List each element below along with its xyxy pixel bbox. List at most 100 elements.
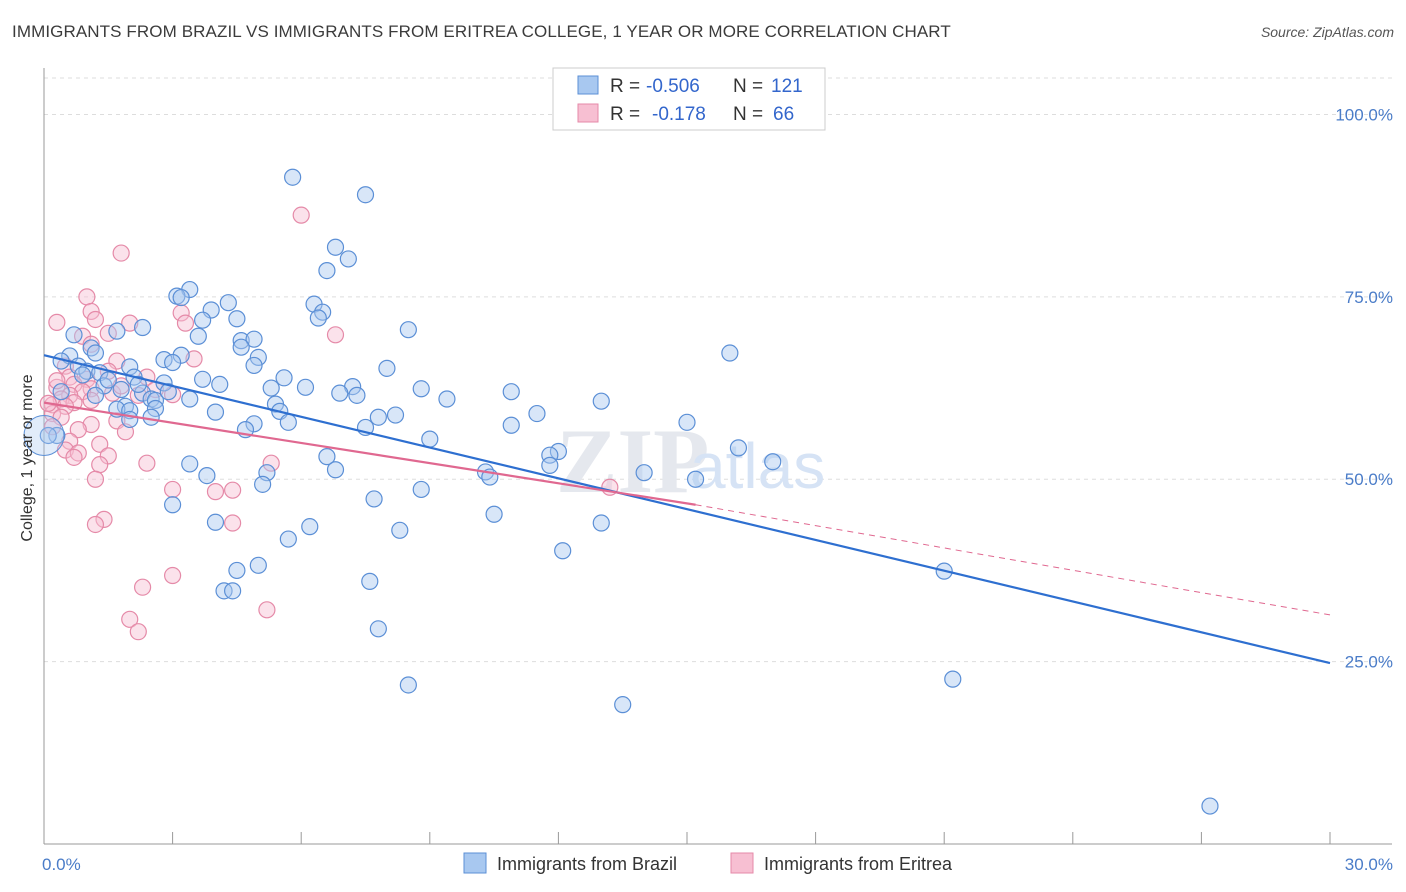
- source-credit: Source: ZipAtlas.com: [1260, 24, 1394, 40]
- brazil-point-9: [219, 294, 237, 312]
- brazil-point-12: [309, 309, 327, 327]
- brazil-point-81: [326, 461, 345, 479]
- brazil-point-104: [224, 582, 242, 600]
- eritrea-point-35: [82, 415, 100, 434]
- brazil-legend-label: Immigrants from Brazil: [497, 854, 677, 874]
- brazil-cluster-bubble: [23, 414, 65, 456]
- eritrea-point-4: [172, 304, 190, 322]
- eritrea-point-23: [103, 384, 122, 402]
- legend-r-value-brazil: -0.506: [646, 76, 700, 97]
- brazil-point-99: [249, 556, 267, 574]
- brazil-point-88: [686, 470, 705, 488]
- eritrea-points: [39, 206, 619, 641]
- brazil-point-90: [365, 490, 383, 508]
- brazil-point-61: [528, 404, 546, 423]
- brazil-trend-line: [43, 354, 1331, 665]
- brazil-point-13: [228, 310, 246, 328]
- eritrea-point-36: [69, 421, 87, 439]
- brazil-point-77: [318, 448, 336, 466]
- brazil-point-15: [133, 318, 152, 337]
- eritrea-point-43: [99, 447, 117, 465]
- eritrea-point-0: [292, 206, 310, 224]
- brazil-point-63: [142, 408, 160, 426]
- eritrea-point-6: [121, 314, 139, 332]
- y-tick-label-0: 25.0%: [1345, 653, 1393, 672]
- eritrea-point-47: [86, 470, 105, 488]
- brazil-point-64: [369, 408, 387, 426]
- eritrea-point-39: [91, 435, 109, 453]
- eritrea-point-56: [133, 578, 152, 596]
- brazil-point-80: [541, 456, 559, 474]
- brazil-point-65: [121, 410, 139, 429]
- eritrea-point-53: [86, 515, 105, 534]
- brazil-point-17: [399, 321, 417, 339]
- eritrea-point-32: [43, 404, 62, 423]
- y-tick-label-2: 75.0%: [1345, 288, 1393, 307]
- brazil-point-86: [198, 466, 216, 485]
- brazil-point-4: [318, 261, 336, 280]
- brazil-point-89: [412, 480, 430, 499]
- brazil-point-34: [245, 356, 263, 375]
- eritrea-trend-extension: [695, 504, 1331, 616]
- brazil-point-108: [614, 696, 632, 714]
- brazil-point-95: [592, 514, 610, 532]
- brazil-point-96: [391, 521, 409, 539]
- brazil-point-112: [86, 386, 105, 404]
- brazil-point-41: [194, 370, 212, 388]
- brazil-point-1: [356, 186, 375, 204]
- brazil-point-19: [232, 332, 250, 350]
- legend-n-value-eritrea: 66: [773, 104, 794, 125]
- brazil-point-20: [245, 330, 263, 348]
- brazil-point-97: [279, 530, 297, 548]
- brazil-point-94: [301, 518, 319, 536]
- eritrea-point-64: [48, 372, 66, 390]
- eritrea-legend-swatch: [577, 103, 599, 123]
- brazil-point-27: [721, 344, 739, 362]
- brazil-point-100: [228, 561, 246, 580]
- brazil-point-87: [254, 475, 272, 493]
- brazil-point-116: [99, 371, 117, 389]
- x-tick-label-0: 0.0%: [42, 855, 81, 874]
- legend-n-label-eritrea: N =: [733, 104, 763, 125]
- eritrea-point-8: [86, 310, 105, 329]
- brazil-point-7: [172, 288, 190, 307]
- brazil-point-49: [133, 384, 152, 402]
- watermark-atlas: atlas: [690, 430, 825, 502]
- eritrea-point-50: [224, 481, 242, 499]
- eritrea-legend-label: Immigrants from Eritrea: [764, 854, 953, 874]
- eritrea-point-1: [112, 244, 130, 262]
- eritrea-point-14: [185, 350, 203, 368]
- correlation-legend: R = -0.506 N = 121 R = -0.178 N = 66: [552, 67, 826, 131]
- eritrea-point-48: [164, 480, 182, 499]
- grid-lines: [44, 77, 1392, 663]
- brazil-point-118: [211, 375, 229, 393]
- eritrea-swatch: [730, 852, 754, 874]
- legend-r-label-eritrea: R =: [610, 104, 640, 125]
- brazil-point-66: [279, 413, 297, 431]
- axes: [43, 68, 1392, 845]
- brazil-point-69: [502, 416, 520, 434]
- eritrea-point-45: [91, 456, 109, 474]
- brazil-point-21: [232, 338, 250, 356]
- brazil-point-76: [541, 446, 559, 464]
- brazil-point-68: [678, 413, 696, 431]
- brazil-point-67: [245, 415, 263, 433]
- brazil-point-93: [206, 513, 225, 531]
- chart-title: IMMIGRANTS FROM BRAZIL VS IMMIGRANTS FRO…: [12, 22, 951, 41]
- brazil-point-23: [86, 344, 105, 362]
- brazil-point-83: [635, 464, 653, 482]
- brazil-point-53: [592, 392, 610, 410]
- x-tick-label-1: 30.0%: [1345, 855, 1393, 874]
- brazil-point-62: [386, 406, 405, 424]
- brazil-point-31: [164, 353, 182, 372]
- brazil-point-50: [348, 386, 366, 404]
- brazil-point-16: [108, 322, 126, 340]
- brazil-point-75: [549, 442, 568, 461]
- brazil-point-102: [361, 572, 379, 590]
- brazil-point-35: [378, 359, 396, 377]
- eritrea-point-60: [43, 418, 62, 436]
- eritrea-point-3: [82, 302, 100, 321]
- brazil-point-47: [502, 383, 520, 401]
- eritrea-point-54: [224, 514, 242, 532]
